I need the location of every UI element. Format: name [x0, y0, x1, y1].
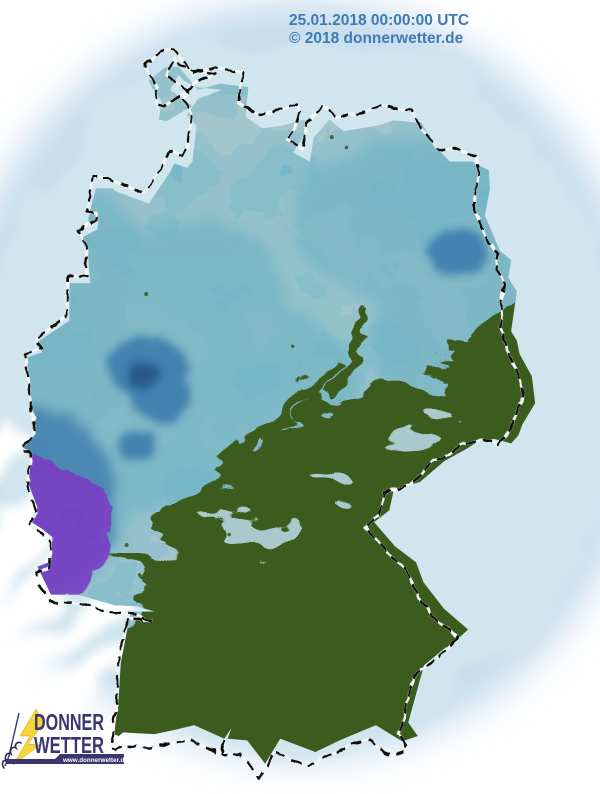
svg-text:© 2018 donnerwetter.de: © 2018 donnerwetter.de	[289, 30, 464, 47]
svg-text:25.01.2018 00:00:00 UTC: 25.01.2018 00:00:00 UTC	[289, 12, 469, 29]
svg-text:www.donnerwetter.de: www.donnerwetter.de	[62, 757, 128, 764]
